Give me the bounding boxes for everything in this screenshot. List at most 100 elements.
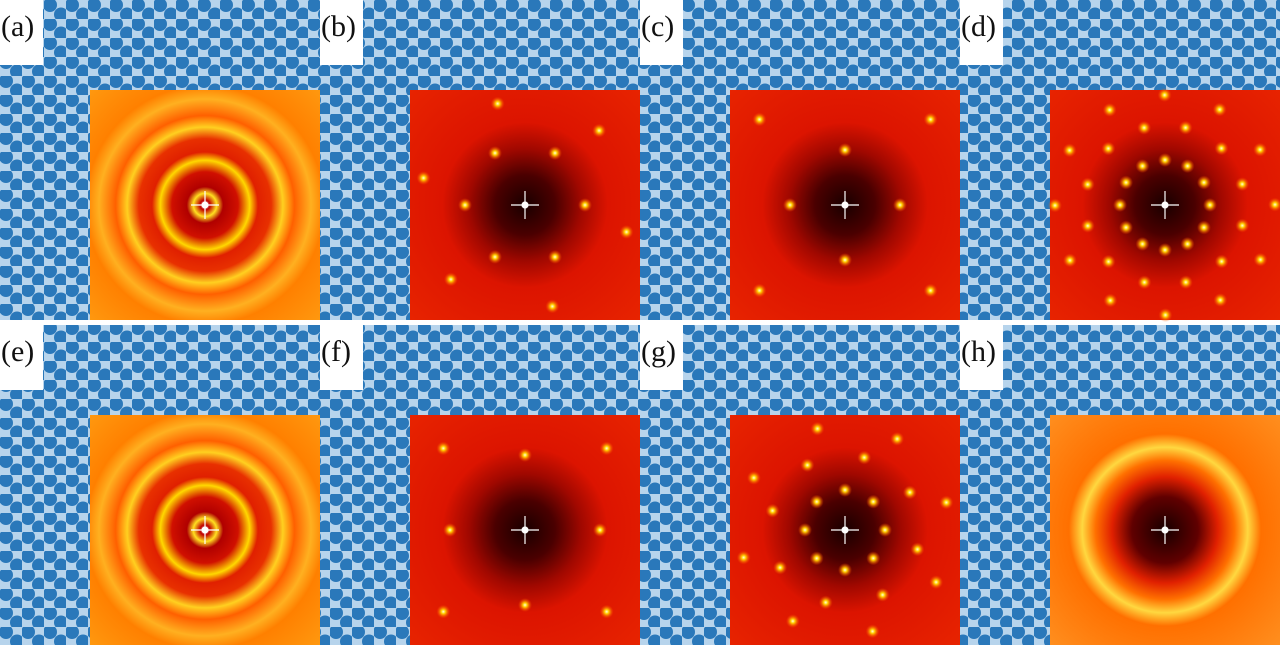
bragg-peak bbox=[923, 283, 938, 298]
bragg-peak bbox=[1180, 236, 1195, 251]
bragg-peak bbox=[593, 523, 607, 537]
bragg-peak bbox=[838, 563, 852, 577]
bragg-peak bbox=[1135, 236, 1150, 251]
bragg-peak bbox=[752, 283, 767, 298]
panel-label: (g) bbox=[641, 335, 676, 368]
bragg-peak bbox=[923, 112, 938, 127]
bragg-peak bbox=[1135, 159, 1150, 174]
bragg-peak bbox=[1235, 218, 1250, 233]
bragg-peak bbox=[752, 112, 767, 127]
bragg-peak bbox=[416, 171, 431, 186]
label-box bbox=[960, 325, 1003, 390]
bragg-peak bbox=[488, 249, 502, 264]
bragg-peak bbox=[878, 523, 892, 537]
bragg-peak bbox=[902, 485, 917, 500]
bragg-peak bbox=[746, 470, 761, 485]
bragg-peak bbox=[1178, 120, 1193, 135]
bragg-peak bbox=[1158, 153, 1172, 167]
bragg-peak bbox=[1158, 243, 1172, 257]
bragg-peak bbox=[1137, 120, 1152, 135]
bragg-peak bbox=[578, 198, 592, 212]
bragg-peak bbox=[599, 441, 614, 456]
bragg-peak bbox=[1101, 254, 1116, 269]
bragg-peak bbox=[809, 494, 824, 509]
center-peak bbox=[1161, 201, 1169, 209]
bragg-peak bbox=[1253, 142, 1268, 157]
bragg-peak bbox=[818, 595, 833, 610]
center-peak bbox=[201, 201, 209, 209]
panel: (a) bbox=[0, 0, 320, 320]
bragg-peak bbox=[1235, 177, 1250, 192]
bragg-peak bbox=[619, 224, 634, 239]
center-peak bbox=[841, 526, 849, 534]
bragg-peak bbox=[810, 421, 825, 436]
bragg-peak bbox=[838, 483, 852, 497]
bragg-peak bbox=[1080, 177, 1095, 192]
bragg-peak bbox=[1137, 275, 1152, 290]
bragg-peak bbox=[929, 575, 944, 590]
bragg-peak bbox=[1062, 143, 1077, 158]
panel: (d) bbox=[960, 0, 1280, 322]
label-box bbox=[960, 0, 1003, 65]
bragg-peak bbox=[939, 495, 954, 510]
bragg-peak bbox=[548, 249, 562, 264]
bragg-peak bbox=[809, 551, 824, 566]
bragg-peak bbox=[800, 458, 815, 473]
bragg-peak bbox=[518, 448, 532, 462]
bragg-peak bbox=[490, 96, 505, 111]
bragg-peak bbox=[1196, 175, 1211, 190]
bragg-peak bbox=[545, 299, 560, 314]
bragg-peak bbox=[458, 198, 472, 212]
bragg-peak bbox=[893, 198, 907, 212]
bragg-peak bbox=[1214, 141, 1229, 156]
bragg-peak bbox=[783, 198, 797, 212]
bragg-peak bbox=[866, 551, 881, 566]
bragg-peak bbox=[1178, 275, 1193, 290]
bragg-peak bbox=[1080, 218, 1095, 233]
panel: (b) bbox=[320, 0, 640, 320]
bragg-peak bbox=[1213, 293, 1228, 308]
label-box bbox=[0, 325, 43, 390]
center-peak bbox=[521, 201, 529, 209]
bragg-peak bbox=[443, 272, 458, 287]
bragg-peak bbox=[1196, 220, 1211, 235]
bragg-peak bbox=[1113, 198, 1127, 212]
label-box bbox=[640, 0, 683, 65]
bragg-peak bbox=[890, 431, 905, 446]
panel-label: (f) bbox=[321, 335, 351, 368]
bragg-peak bbox=[1119, 220, 1134, 235]
panel-label: (a) bbox=[1, 10, 34, 43]
bragg-peak bbox=[592, 123, 607, 138]
bragg-peak bbox=[436, 604, 451, 619]
bragg-peak bbox=[798, 523, 812, 537]
bragg-peak bbox=[1268, 197, 1280, 212]
bragg-peak bbox=[548, 146, 562, 161]
bragg-peak bbox=[857, 450, 872, 465]
bragg-peak bbox=[1214, 254, 1229, 269]
panel: (h) bbox=[960, 325, 1280, 645]
bragg-peak bbox=[785, 614, 800, 629]
label-box bbox=[640, 325, 683, 390]
panel: (c) bbox=[640, 0, 960, 320]
bragg-peak bbox=[866, 494, 881, 509]
center-peak bbox=[201, 526, 209, 534]
bragg-peak bbox=[443, 523, 457, 537]
center-peak bbox=[841, 201, 849, 209]
label-box bbox=[320, 0, 363, 65]
bragg-peak bbox=[765, 503, 780, 518]
bragg-peak bbox=[1158, 307, 1173, 322]
panel: (e) bbox=[0, 325, 320, 645]
bragg-peak bbox=[1119, 175, 1134, 190]
center-peak bbox=[521, 526, 529, 534]
bragg-peak bbox=[1048, 198, 1063, 213]
bragg-peak bbox=[1212, 102, 1227, 117]
panel-label: (h) bbox=[961, 335, 996, 368]
bragg-peak bbox=[1062, 253, 1077, 268]
bragg-peak bbox=[910, 542, 925, 557]
bragg-peak bbox=[1203, 198, 1217, 212]
panel: (f) bbox=[320, 325, 640, 645]
bragg-peak bbox=[736, 550, 751, 565]
panel-label: (b) bbox=[321, 10, 356, 43]
bragg-peak bbox=[838, 253, 852, 267]
